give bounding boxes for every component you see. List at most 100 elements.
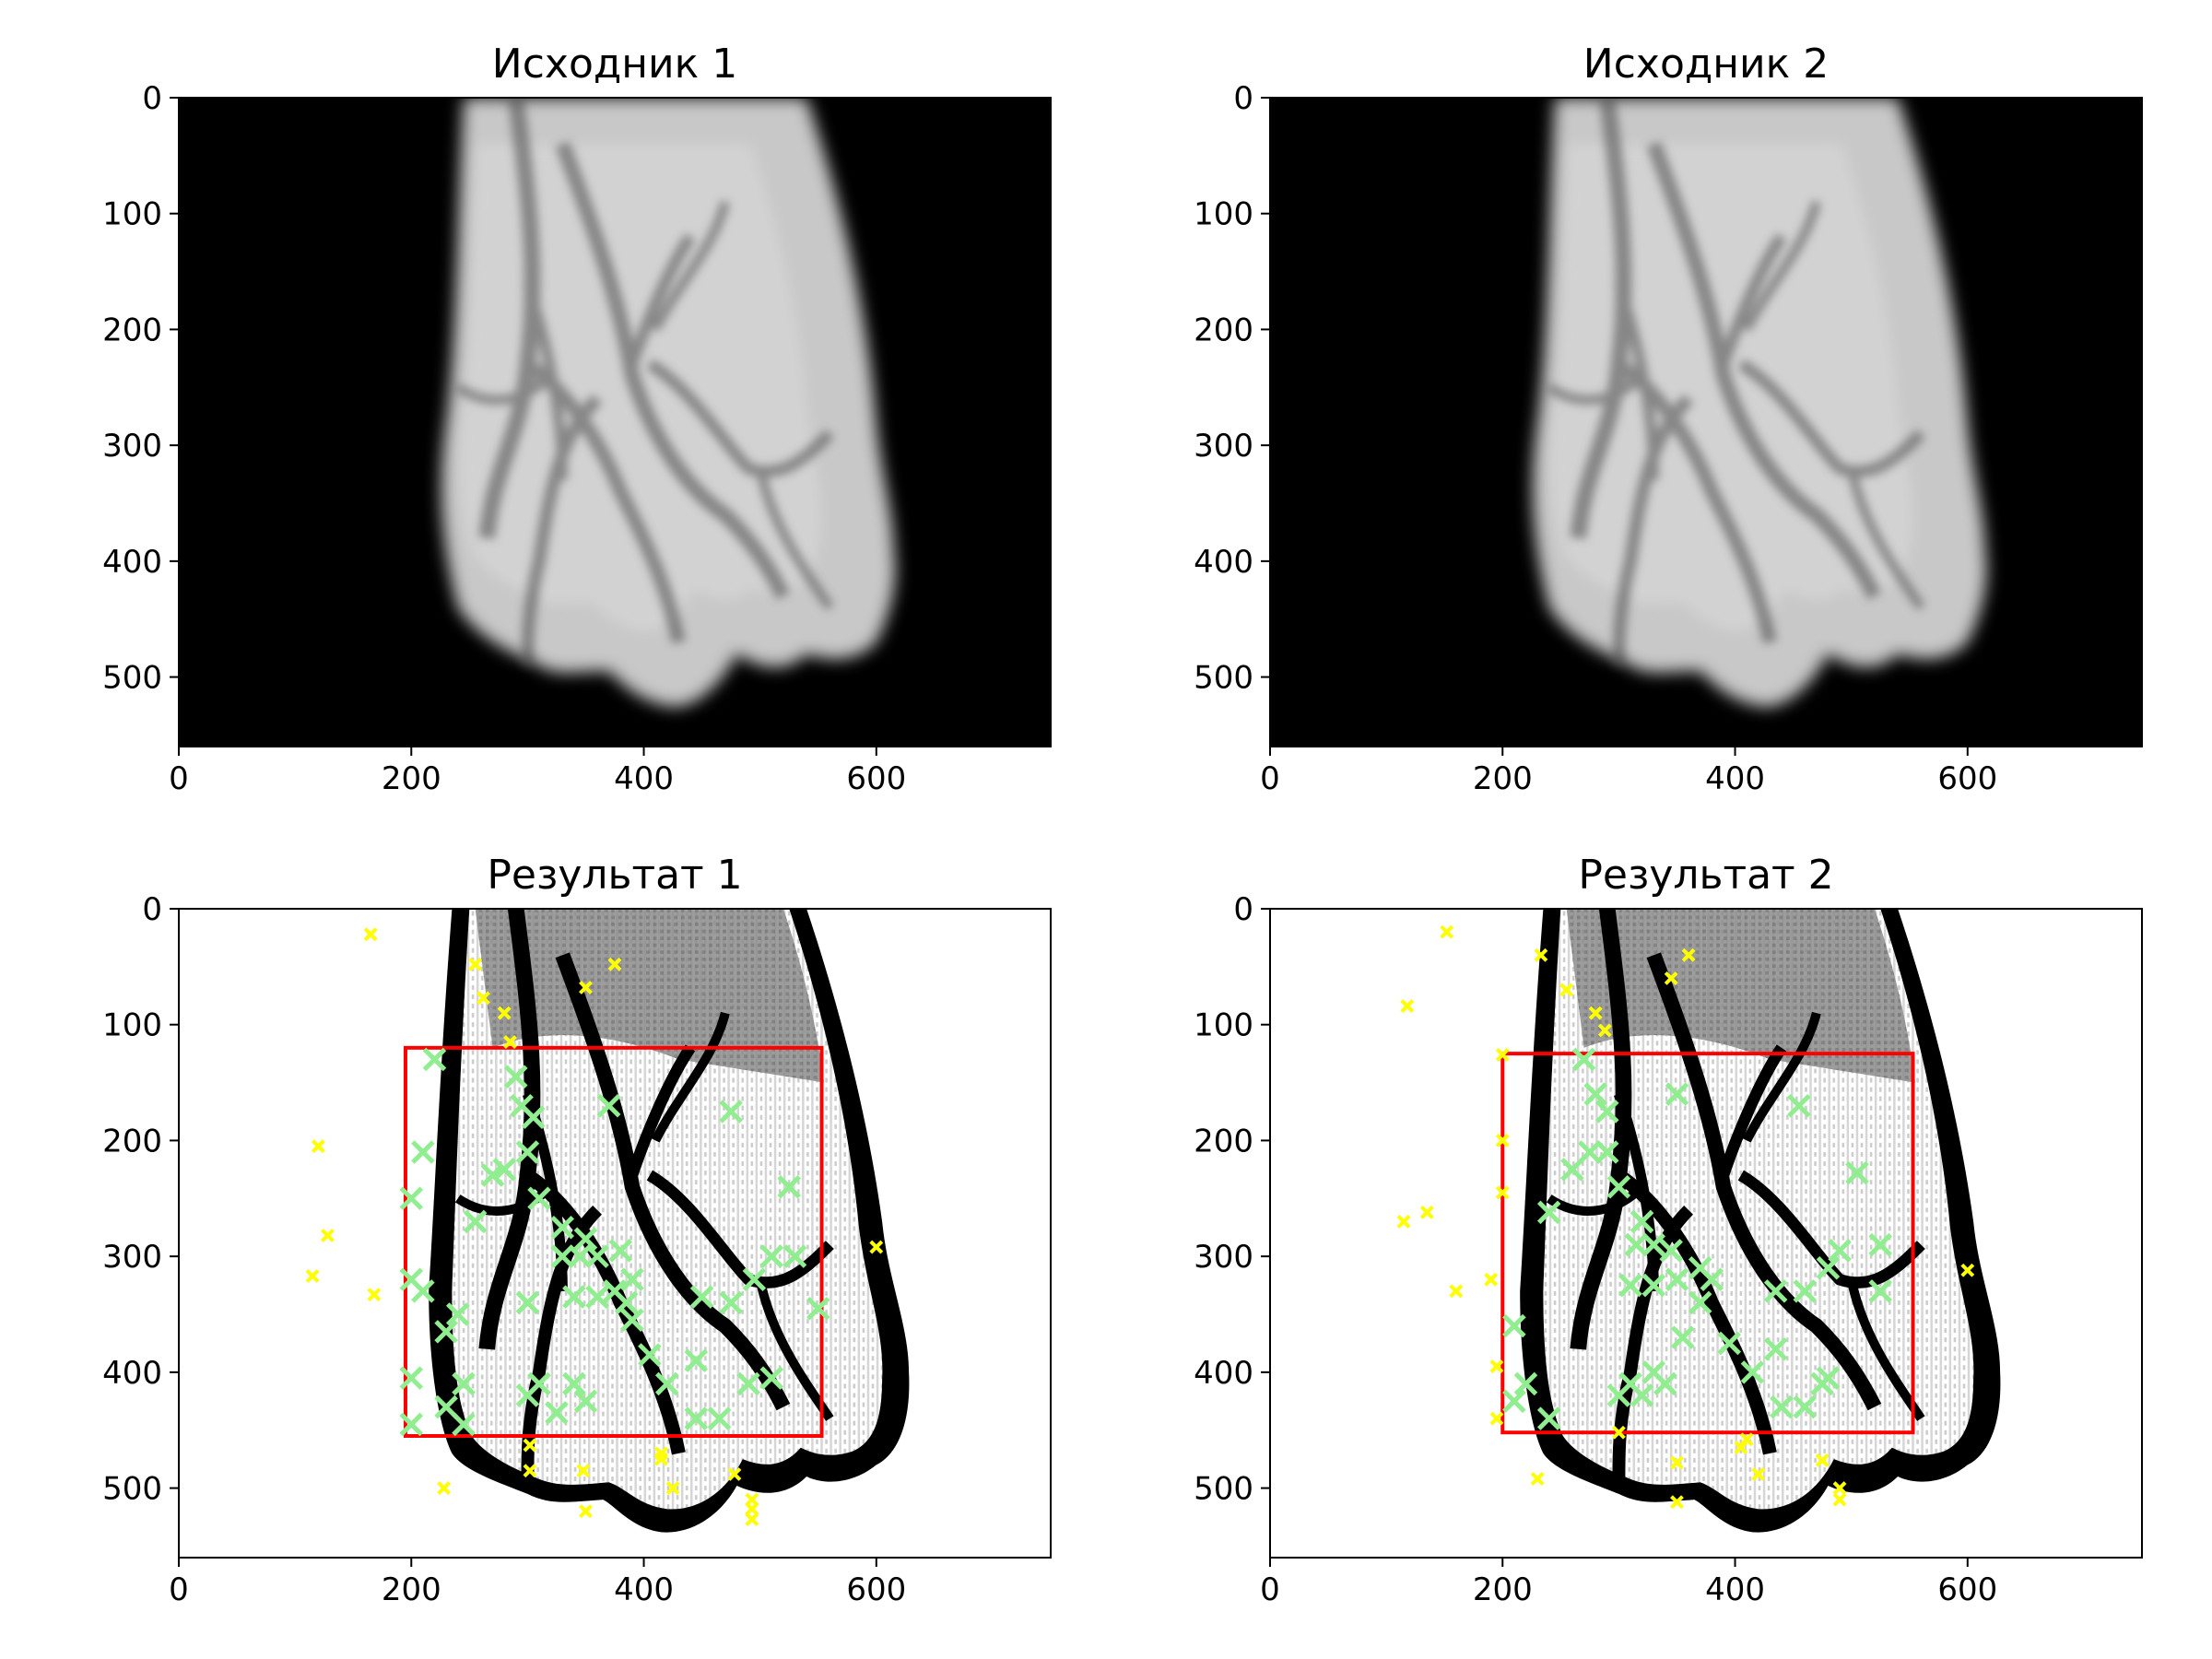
match-marker [545,1401,569,1425]
outlier-marker [1559,982,1574,997]
match-marker [573,1227,598,1252]
match-marker [742,1267,767,1292]
outlier-marker [1751,1467,1766,1481]
outlier-marker [468,957,483,971]
panel-res1: Результат 1 0 200 400 600 0 100 200 300 400 500 [102,852,1052,1608]
match-marker [399,1186,424,1211]
match-marker [1868,1279,1892,1303]
match-marker [562,1285,586,1309]
match-marker [1536,1200,1561,1225]
match-marker [411,1140,435,1164]
match-marker [521,1105,546,1130]
y-tick-label: 500 [102,660,162,697]
match-marker [707,1406,732,1430]
match-marker [782,1244,807,1268]
outlier-marker [1960,1263,1975,1277]
panel-title: Результат 1 [487,852,742,899]
y-tick-label: 500 [1194,660,1253,697]
outlier-marker [523,1464,537,1478]
outlier-marker [497,1006,512,1020]
x-tick-label: 200 [1473,760,1533,797]
y-tick-label: 100 [102,1007,162,1044]
match-marker [1688,1290,1712,1315]
match-marker [515,1290,540,1315]
y-tick-label: 300 [102,428,162,465]
match-marker [1816,1366,1841,1390]
match-marker [1763,1279,1788,1303]
match-marker [1793,1279,1817,1303]
panel-src1: Исходник 1 0 200 400 600 0 100 200 300 400 500 [102,41,1052,797]
match-marker [480,1163,505,1187]
match-marker [1740,1360,1765,1384]
y-tick-label: 0 [1233,80,1253,117]
x-tick-label: 400 [1705,1571,1765,1608]
outlier-marker [1489,1411,1504,1426]
match-marker [759,1244,784,1268]
match-marker [1770,1394,1794,1419]
outlier-marker [1670,1455,1684,1470]
match-marker [399,1412,424,1437]
match-marker [445,1302,470,1326]
outlier-marker [477,991,490,1006]
image-area [1270,909,2142,1558]
outlier-marker [579,981,593,994]
y-tick-label: 400 [102,1355,162,1392]
x-tick-label: 200 [382,760,441,797]
axes-frame [178,908,1052,1559]
y-tick-label: 200 [1194,312,1253,348]
panel-res2: Результат 2 0 200 400 600 0 100 200 300 400 500 [1194,852,2143,1608]
match-marker [1793,1394,1817,1419]
match-marker [1595,1140,1619,1164]
match-marker [452,1371,476,1396]
outlier-marker [665,1481,680,1495]
outlier-marker [1832,1481,1847,1495]
y-tick-label: 200 [1194,1123,1253,1159]
match-marker [550,1244,575,1268]
match-marker [1536,1406,1561,1430]
x-tick-label: 0 [1260,1571,1280,1608]
match-marker [1606,1383,1631,1407]
panel-title: Исходник 1 [492,41,737,88]
outlier-marker [305,1269,320,1283]
match-marker [1717,1331,1741,1356]
outlier-marker [367,1288,382,1302]
match-marker [1671,1325,1695,1349]
match-marker [422,1047,447,1072]
outlier-marker [437,1481,451,1495]
y-tick-label: 100 [1194,196,1253,233]
x-tick-label: 400 [614,760,674,797]
match-marker [1578,1140,1602,1164]
roi-box [1500,1052,1915,1435]
match-marker [568,1244,592,1268]
image-area [179,98,1051,747]
match-marker [684,1348,709,1373]
x-tick-label: 0 [169,1571,189,1608]
match-marker [654,1371,679,1396]
outlier-marker [1419,1205,1434,1219]
outlier-marker [745,1512,759,1526]
x-tick-label: 0 [169,760,189,797]
panel-src2: Исходник 2 0 200 400 600 0 100 200 300 400 500 [1194,41,2143,797]
image-area [1270,98,2142,747]
axes-frame [1269,97,2143,747]
match-marker [434,1320,458,1344]
x-tick-label: 400 [1705,760,1765,797]
outlier-marker [1396,1215,1411,1229]
match-marker [638,1343,662,1367]
match-marker [411,1279,435,1303]
y-tick-label: 100 [102,196,162,233]
match-marker [527,1186,551,1211]
match-marker [1595,1100,1619,1124]
match-marker [1624,1232,1649,1257]
outlier-marker [363,927,378,942]
y-tick-label: 300 [1194,428,1253,465]
match-marker [1763,1336,1788,1361]
match-marker [1630,1383,1654,1407]
match-marker [452,1412,476,1437]
match-marker [1659,1239,1683,1263]
match-marker [515,1383,540,1407]
outlier-marker [1670,1495,1684,1510]
axes-frame [1269,908,2143,1559]
y-tick-label: 200 [102,312,162,348]
